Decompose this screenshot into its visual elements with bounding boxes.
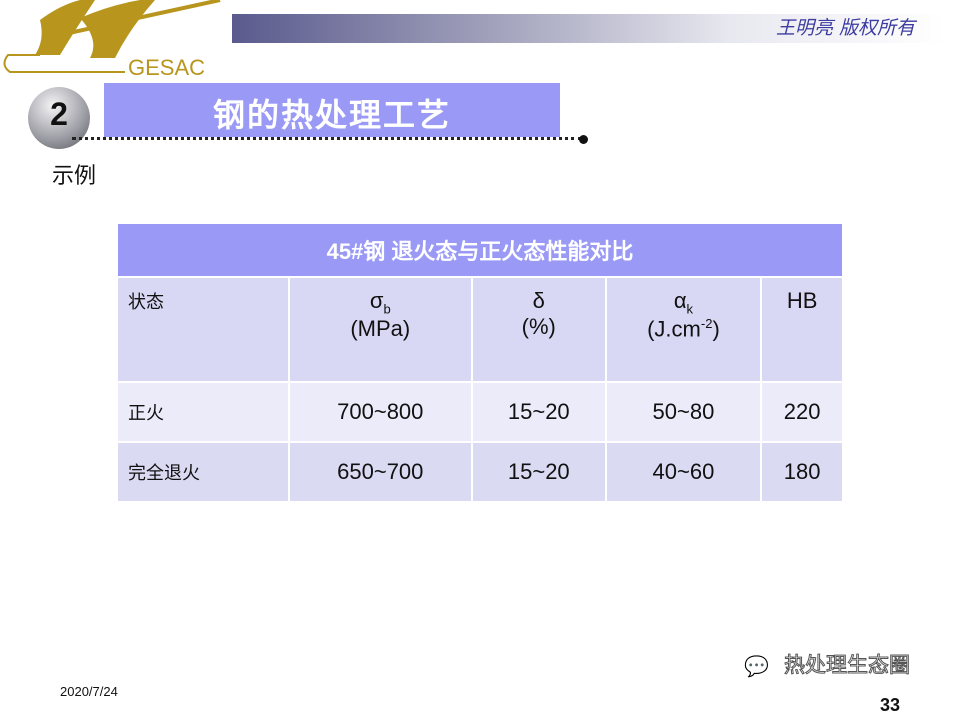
- header-label: HB: [786, 288, 818, 313]
- slide-date: 2020/7/24: [60, 684, 118, 699]
- header-label: δ: [532, 288, 545, 313]
- cell: 650~700: [287, 441, 472, 501]
- header-state: 状态: [118, 276, 289, 382]
- cell: 220: [760, 381, 842, 442]
- wechat-icon: 💬: [744, 656, 769, 678]
- cell: 50~80: [604, 381, 762, 442]
- header-unit: ): [712, 316, 720, 342]
- copyright-text: 王明亮 版权所有: [775, 17, 915, 39]
- cell: 700~800: [287, 381, 472, 442]
- dotted-divider: [72, 137, 582, 140]
- header-elongation: δ (%): [470, 276, 606, 382]
- table-caption: 45#钢 退火态与正火态性能对比: [118, 224, 842, 277]
- table-row: 正火 700~800 15~20 50~80 220: [118, 381, 842, 442]
- header-label: 状态: [128, 292, 164, 312]
- cell: 15~20: [470, 381, 606, 442]
- page-number: 33: [880, 695, 901, 715]
- header-impact: αk (J.cm-2): [604, 276, 762, 382]
- header-superscript: -2: [700, 316, 713, 332]
- section-number: 2: [50, 96, 68, 132]
- header-subscript: b: [383, 301, 391, 317]
- divider-endpoint: [579, 135, 588, 144]
- slide-title: 钢的热处理工艺: [212, 97, 451, 133]
- header-gradient-bar: [232, 14, 945, 43]
- table-header-row: 状态 σb (MPa) δ (%) αk (J.cm-2) HB: [118, 276, 842, 382]
- watermark-text: 热处理生态圈: [784, 654, 911, 678]
- header-unit: (J.cm: [647, 316, 701, 342]
- header-unit: (%): [521, 314, 556, 339]
- header-hardness: HB: [760, 276, 842, 382]
- header-strength: σb (MPa): [287, 276, 472, 382]
- cell: 180: [760, 441, 842, 501]
- cell: 完全退火: [118, 441, 289, 501]
- comparison-table: 45#钢 退火态与正火态性能对比 状态 σb (MPa) δ (%) αk (J.cm…: [118, 224, 842, 501]
- header-label: σ: [369, 288, 384, 313]
- cell: 40~60: [604, 441, 762, 501]
- gesac-logo: GESAC: [3, 0, 221, 78]
- title-bar: [104, 83, 560, 137]
- header-subscript: k: [686, 301, 694, 317]
- cell: 15~20: [470, 441, 606, 501]
- cell: 正火: [118, 381, 289, 442]
- header-unit: (MPa): [350, 316, 411, 342]
- subtitle: 示例: [52, 163, 97, 188]
- svg-text:GESAC: GESAC: [128, 55, 205, 78]
- header-label: α: [673, 288, 687, 313]
- table-row: 完全退火 650~700 15~20 40~60 180: [118, 441, 842, 501]
